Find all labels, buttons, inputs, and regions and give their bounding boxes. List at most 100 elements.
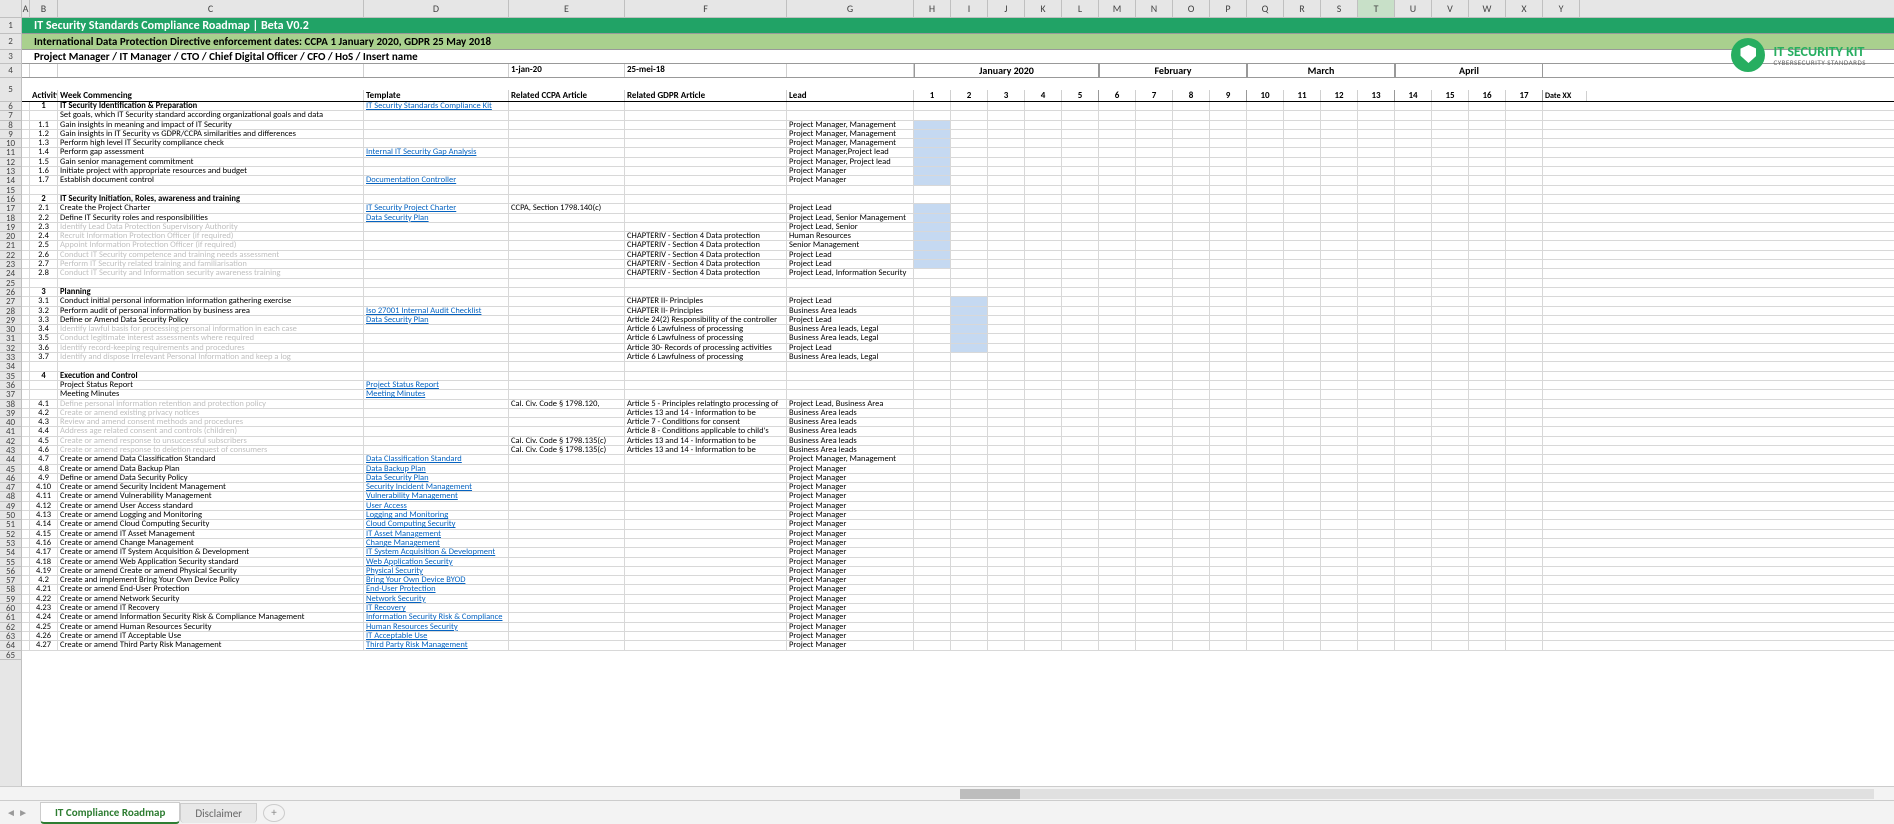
col-header-G[interactable]: G xyxy=(787,0,914,17)
add-sheet-button[interactable]: + xyxy=(263,804,285,822)
tab-nav-arrows[interactable]: ◄ ► xyxy=(6,806,28,819)
table-row[interactable]: 4.17Create or amend IT System Acquisitio… xyxy=(22,548,1894,557)
template-link[interactable]: IT System Acquisition & Development xyxy=(364,548,509,556)
template-link[interactable]: Cloud Computing Security xyxy=(364,520,509,528)
table-row[interactable]: 4.15Create or amend IT Asset ManagementI… xyxy=(22,530,1894,539)
tab-disclaimer[interactable]: Disclaimer xyxy=(180,803,257,823)
template-link[interactable]: Change Management xyxy=(364,539,509,547)
table-row[interactable]: 2.7Perform IT Security related training … xyxy=(22,260,1894,269)
col-header-B[interactable]: B xyxy=(30,0,58,17)
table-row[interactable]: 4.4Address age related consent and contr… xyxy=(22,427,1894,436)
template-link[interactable]: Physical Security xyxy=(364,567,509,575)
template-link[interactable]: IT Acceptable Use xyxy=(364,632,509,640)
col-header-L[interactable]: L xyxy=(1062,0,1099,17)
col-header-S[interactable]: S xyxy=(1321,0,1358,17)
col-header-N[interactable]: N xyxy=(1136,0,1173,17)
table-row[interactable]: 4.13Create or amend Logging and Monitori… xyxy=(22,511,1894,520)
table-row[interactable]: 2.2Define IT Security roles and responsi… xyxy=(22,214,1894,223)
col-header-F[interactable]: F xyxy=(625,0,787,17)
table-row[interactable]: 4.23Create or amend IT RecoveryIT Recove… xyxy=(22,604,1894,613)
table-row[interactable]: 2IT Security Initiation, Roles, awarenes… xyxy=(22,195,1894,204)
table-row[interactable]: 4.9Define or amend Data Security PolicyD… xyxy=(22,474,1894,483)
template-link[interactable]: Project Status Report xyxy=(364,381,509,389)
table-row[interactable]: 3.5Conduct legitimate interest assessmen… xyxy=(22,334,1894,343)
col-header-I[interactable]: I xyxy=(951,0,988,17)
template-link[interactable]: User Access xyxy=(364,502,509,510)
template-link[interactable]: Bring Your Own Device BYOD xyxy=(364,576,509,584)
tab-roadmap[interactable]: IT Compliance Roadmap xyxy=(40,802,180,824)
table-row[interactable]: 2.5Appoint Information Protection Office… xyxy=(22,241,1894,250)
table-row[interactable] xyxy=(22,186,1894,195)
template-link[interactable]: IT Recovery xyxy=(364,604,509,612)
table-row[interactable]: 4.27Create or amend Third Party Risk Man… xyxy=(22,641,1894,650)
table-row[interactable]: Set goals, which IT Security standard ac… xyxy=(22,111,1894,120)
template-link[interactable]: Information Security Risk & Compliance xyxy=(364,613,509,621)
table-row[interactable]: 4.3Review and amend consent methods and … xyxy=(22,418,1894,427)
col-header-Q[interactable]: Q xyxy=(1247,0,1284,17)
col-header-D[interactable]: D xyxy=(364,0,509,17)
table-row[interactable]: 3.7Identify and dispose Irrelevant Perso… xyxy=(22,353,1894,362)
template-link[interactable]: IT Security Standards Compliance Kit xyxy=(364,102,509,110)
table-row[interactable]: 3Planning xyxy=(22,288,1894,297)
template-link[interactable]: Data Security Plan xyxy=(364,474,509,482)
row-number[interactable]: 3 xyxy=(0,50,21,64)
table-row[interactable]: 4.7Create or amend Data Classification S… xyxy=(22,455,1894,464)
col-header-H[interactable]: H xyxy=(914,0,951,17)
table-row[interactable]: 3.3Define or Amend Data Security PolicyD… xyxy=(22,316,1894,325)
table-row[interactable]: 3.4Identify lawful basis for processing … xyxy=(22,325,1894,334)
table-row[interactable]: 2.8Conduct IT Security and Information s… xyxy=(22,269,1894,278)
table-row[interactable]: 4.5Create or amend response to unsuccess… xyxy=(22,437,1894,446)
table-row[interactable]: 4.25Create or amend Human Resources Secu… xyxy=(22,623,1894,632)
table-row[interactable]: 1.7Establish document controlDocumentati… xyxy=(22,176,1894,185)
col-header-R[interactable]: R xyxy=(1284,0,1321,17)
template-link[interactable]: Data Security Plan xyxy=(364,316,509,324)
col-header-W[interactable]: W xyxy=(1469,0,1506,17)
table-row[interactable]: 4.6Create or amend response to deletion … xyxy=(22,446,1894,455)
template-link[interactable]: IT Security Project Charter xyxy=(364,204,509,212)
row-number[interactable]: 4 xyxy=(0,64,21,78)
table-row[interactable]: 4.22Create or amend Network SecurityNetw… xyxy=(22,595,1894,604)
col-header-O[interactable]: O xyxy=(1173,0,1210,17)
template-link[interactable]: IT Asset Management xyxy=(364,530,509,538)
template-link[interactable]: Data Classification Standard xyxy=(364,455,509,463)
table-row[interactable]: 4Execution and Control xyxy=(22,372,1894,381)
col-header-A[interactable]: A xyxy=(22,0,30,17)
template-link[interactable]: Data Backup Plan xyxy=(364,465,509,473)
row-number[interactable]: 2 xyxy=(0,34,21,50)
template-link[interactable]: Logging and Monitoring xyxy=(364,511,509,519)
template-link[interactable]: Human Resources Security xyxy=(364,623,509,631)
template-link[interactable]: Third Party Risk Management xyxy=(364,641,509,649)
table-row[interactable]: Meeting MinutesMeeting Minutes xyxy=(22,390,1894,399)
col-header-E[interactable]: E xyxy=(509,0,625,17)
grid-cells[interactable]: IT Security Standards Compliance Roadmap… xyxy=(22,18,1894,786)
table-row[interactable]: 2.6Conduct IT Security competence and tr… xyxy=(22,251,1894,260)
table-row[interactable]: 4.10Create or amend Security Incident Ma… xyxy=(22,483,1894,492)
table-row[interactable]: 1.2Gain insights in IT Security vs GDPR/… xyxy=(22,130,1894,139)
col-header-T[interactable]: T xyxy=(1358,0,1395,17)
table-row[interactable]: 4.21Create or amend End-User ProtectionE… xyxy=(22,585,1894,594)
table-row[interactable]: 4.12Create or amend User Access standard… xyxy=(22,502,1894,511)
template-link[interactable]: Web Application Security xyxy=(364,558,509,566)
row-number[interactable]: 65 xyxy=(0,651,21,660)
table-row[interactable] xyxy=(22,279,1894,288)
template-link[interactable]: Network Security xyxy=(364,595,509,603)
template-link[interactable]: Data Security Plan xyxy=(364,214,509,222)
template-link[interactable]: Security Incident Management xyxy=(364,483,509,491)
table-row[interactable]: 1.4Perform gap assessmentInternal IT Sec… xyxy=(22,148,1894,157)
col-header-U[interactable]: U xyxy=(1395,0,1432,17)
table-row[interactable]: 1.5Gain senior management commitmentProj… xyxy=(22,158,1894,167)
table-row[interactable]: Project Status ReportProject Status Repo… xyxy=(22,381,1894,390)
table-row[interactable]: 1.3Perform high level IT Security compli… xyxy=(22,139,1894,148)
table-row[interactable]: 4.2Create and implement Bring Your Own D… xyxy=(22,576,1894,585)
table-row[interactable]: 4.2Create or amend existing privacy noti… xyxy=(22,409,1894,418)
row-number[interactable]: 1 xyxy=(0,18,21,34)
template-link[interactable]: Meeting Minutes xyxy=(364,390,509,398)
template-link[interactable]: Documentation Controller xyxy=(364,176,509,184)
table-row[interactable]: 4.24Create or amend Information Security… xyxy=(22,613,1894,622)
col-header-C[interactable]: C xyxy=(58,0,364,17)
table-row[interactable]: 2.1Create the Project CharterIT Security… xyxy=(22,204,1894,213)
col-header-Y[interactable]: Y xyxy=(1543,0,1580,17)
table-row[interactable]: 3.1Conduct initial personal information … xyxy=(22,297,1894,306)
template-link[interactable]: Iso 27001 Internal Audit Checklist xyxy=(364,307,509,315)
row-number[interactable]: 5 xyxy=(0,78,21,102)
